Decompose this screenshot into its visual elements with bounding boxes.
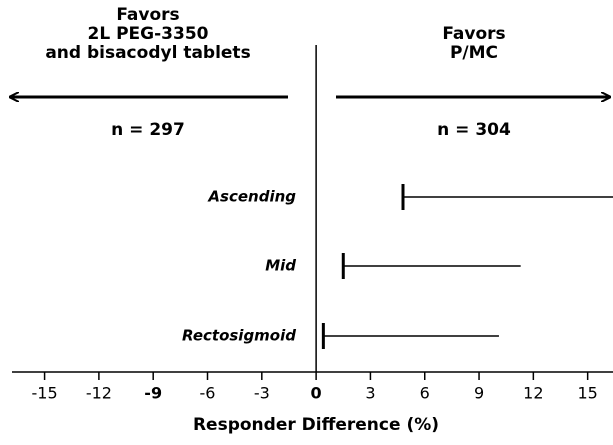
x-tick-label: -6	[200, 384, 216, 403]
right-label: Favors	[442, 24, 505, 44]
x-tick-label: -15	[32, 384, 58, 403]
category-label: Rectosigmoid	[182, 327, 296, 345]
left-label: and bisacodyl tablets	[45, 43, 250, 63]
left-label: 2L PEG-3350	[88, 24, 209, 44]
x-tick-label: -9	[144, 384, 162, 403]
category-label: Mid	[265, 257, 296, 275]
right-n: n = 304	[437, 120, 511, 140]
x-tick-label: -3	[254, 384, 270, 403]
x-tick-label: 3	[365, 384, 375, 403]
category-label: Ascending	[207, 188, 296, 206]
x-tick-label: 6	[420, 384, 430, 403]
x-tick-label: 15	[577, 384, 597, 403]
x-tick-label: 0	[311, 384, 322, 403]
x-tick-label: 12	[523, 384, 543, 403]
x-axis-label: Responder Difference (%)	[193, 415, 439, 435]
right-label: P/MC	[450, 43, 498, 63]
left-n: n = 297	[111, 120, 185, 140]
x-tick-label: -12	[86, 384, 112, 403]
left-label: Favors	[116, 5, 179, 25]
x-tick-label: 9	[474, 384, 484, 403]
